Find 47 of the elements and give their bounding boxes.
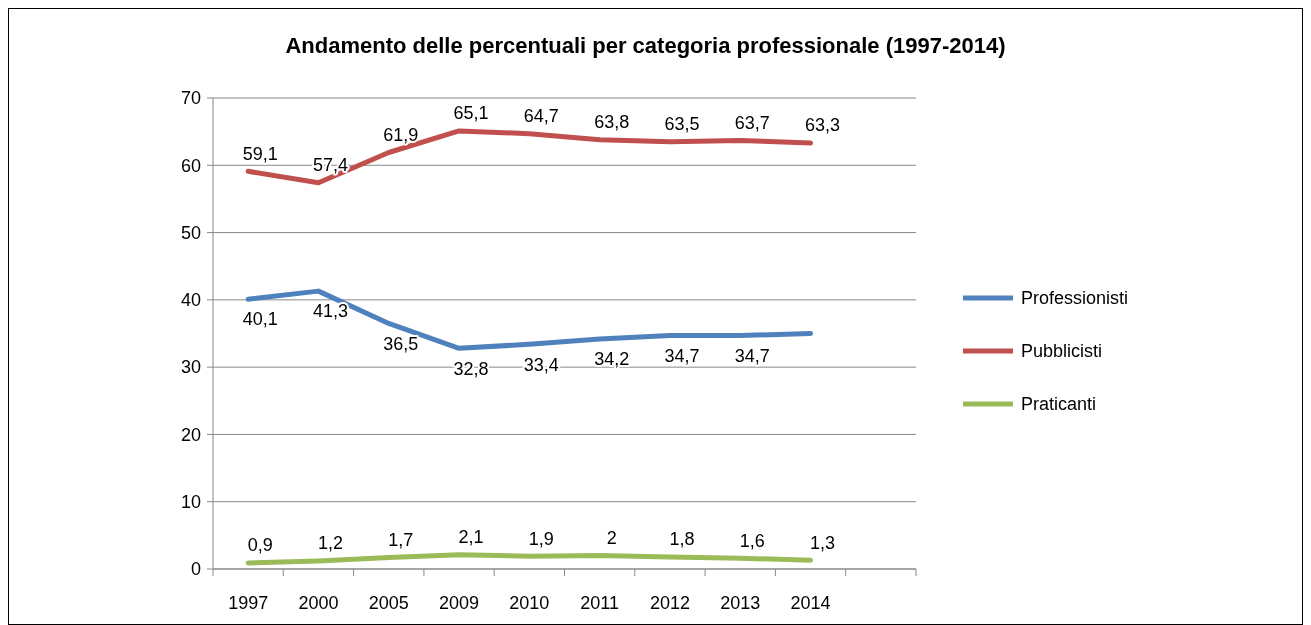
y-tick-label: 0 [190, 559, 201, 580]
x-tick-label: 2009 [439, 593, 480, 613]
legend-label: Pubblicisti [1021, 341, 1103, 362]
data-label: 1,3 [810, 532, 836, 553]
y-tick-label: 20 [180, 424, 201, 445]
data-label: 57,4 [312, 155, 348, 176]
chart-title: Andamento delle percentuali per categoria professionale (1997-2014) [285, 33, 1006, 58]
y-tick-label: 50 [180, 222, 201, 243]
data-label: 41,3 [312, 301, 348, 322]
data-label: 1,7 [388, 529, 414, 550]
data-label: 63,3 [805, 115, 841, 136]
data-label: 32,8 [453, 358, 489, 379]
data-label: 40,1 [242, 309, 278, 330]
data-label: 1,6 [739, 530, 765, 551]
x-tick-label: 2014 [790, 593, 831, 613]
y-tick-label: 70 [180, 88, 201, 109]
data-label: 63,7 [734, 112, 770, 133]
data-label: 34,2 [594, 349, 630, 370]
x-tick-label: 2010 [509, 593, 550, 613]
y-tick-label: 30 [180, 357, 201, 378]
x-tick-label: 2012 [649, 593, 690, 613]
data-label: 63,5 [664, 114, 700, 135]
data-label: 61,9 [383, 124, 419, 145]
x-tick-label: 2005 [368, 593, 409, 613]
data-label: 33,4 [523, 354, 559, 375]
data-label: 36,5 [383, 333, 419, 354]
data-label: 0,9 [247, 535, 273, 556]
data-label: 65,1 [453, 103, 489, 124]
data-label: 2,1 [458, 527, 484, 548]
data-label: 1,9 [528, 528, 554, 549]
x-tick-label: 2000 [298, 593, 339, 613]
y-tick-label: 10 [180, 492, 201, 513]
y-tick-label: 40 [180, 290, 201, 311]
data-label: 1,8 [669, 529, 695, 550]
data-label: 34,7 [734, 345, 770, 366]
x-tick-label: 2011 [580, 593, 620, 613]
x-tick-label: 1997 [228, 593, 269, 613]
data-label: 63,8 [594, 112, 630, 133]
data-label: 1,2 [317, 533, 343, 554]
data-label: 34,7 [664, 345, 700, 366]
legend-label: Praticanti [1021, 394, 1097, 415]
data-label: 64,7 [523, 105, 559, 126]
legend-label: Professionisti [1021, 288, 1129, 309]
x-tick-label: 2013 [720, 593, 761, 613]
data-label: 2 [606, 527, 617, 548]
y-tick-label: 60 [180, 155, 201, 176]
data-label: 59,1 [242, 143, 278, 164]
